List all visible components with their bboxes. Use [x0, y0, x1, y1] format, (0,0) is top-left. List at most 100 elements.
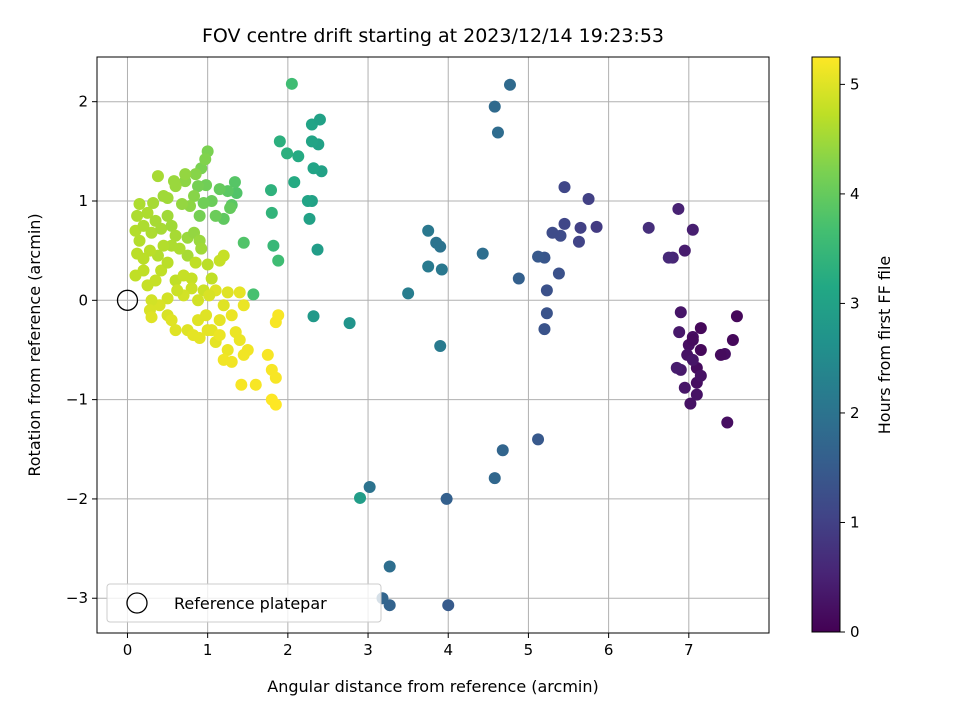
x-tick-label: 2 — [283, 641, 293, 659]
data-point — [538, 323, 551, 336]
data-point — [155, 264, 168, 277]
data-point — [311, 243, 324, 256]
data-point — [354, 491, 367, 504]
data-point — [131, 247, 144, 260]
data-point — [157, 190, 170, 203]
data-point — [694, 369, 707, 382]
data-point — [195, 242, 208, 255]
data-point — [189, 256, 202, 269]
colorbar-tick-label: 5 — [850, 75, 860, 93]
data-point — [133, 234, 146, 247]
data-point — [221, 343, 234, 356]
colorbar-tick-label: 2 — [850, 404, 860, 422]
data-point — [192, 180, 205, 193]
data-point — [434, 339, 447, 352]
data-point — [171, 284, 184, 297]
data-point — [265, 206, 278, 219]
data-point — [224, 201, 237, 214]
data-point — [237, 236, 250, 249]
data-point — [714, 348, 727, 361]
data-point — [213, 183, 226, 196]
data-point — [225, 355, 238, 368]
y-tick-label: −1 — [66, 391, 88, 409]
data-point — [247, 288, 260, 301]
x-tick-label: 4 — [443, 641, 453, 659]
y-tick-label: 2 — [78, 93, 88, 111]
data-point — [147, 196, 160, 209]
data-point — [193, 332, 206, 345]
data-point — [237, 348, 250, 361]
y-tick-label: −3 — [66, 589, 88, 607]
data-point — [225, 309, 238, 322]
data-point — [491, 126, 504, 139]
data-point — [288, 176, 301, 189]
x-tick-label: 7 — [684, 641, 694, 659]
data-point — [281, 147, 294, 160]
data-point — [209, 209, 222, 222]
data-point — [233, 286, 246, 299]
x-axis-label: Angular distance from reference (arcmin) — [267, 677, 598, 696]
data-point — [546, 226, 559, 239]
data-point — [313, 113, 326, 126]
data-point — [137, 264, 150, 277]
data-point — [233, 334, 246, 347]
x-tick-label: 6 — [604, 641, 614, 659]
data-point — [440, 492, 453, 505]
data-point — [133, 197, 146, 210]
data-point — [686, 223, 699, 236]
data-point — [730, 310, 743, 323]
data-point — [149, 274, 162, 287]
data-point — [265, 184, 278, 197]
data-point — [161, 256, 174, 269]
data-point — [435, 263, 448, 276]
data-point — [662, 251, 675, 264]
plot-frame — [96, 56, 770, 634]
colorbar-tick-label: 4 — [850, 185, 860, 203]
data-point — [249, 378, 262, 391]
y-tick-label: 1 — [78, 192, 88, 210]
x-tick-label: 1 — [203, 641, 213, 659]
data-point — [402, 287, 415, 300]
colorbar-ticks: 0 1 2 3 4 5 — [840, 75, 860, 641]
data-point — [590, 220, 603, 233]
data-point — [558, 181, 571, 194]
data-point — [228, 176, 241, 189]
data-point — [694, 343, 707, 356]
data-point — [188, 190, 201, 203]
data-point — [684, 397, 697, 410]
data-point — [151, 170, 164, 183]
data-point — [572, 235, 585, 248]
data-point — [674, 306, 687, 319]
data-point — [305, 135, 318, 148]
data-point — [552, 267, 565, 280]
data-point — [176, 197, 189, 210]
colorbar-tick-label: 3 — [850, 294, 860, 312]
data-point — [726, 334, 739, 347]
colorbar-tick-label: 1 — [850, 513, 860, 531]
data-point — [430, 236, 443, 249]
data-point — [301, 195, 314, 207]
data-point — [199, 153, 212, 166]
data-point — [143, 244, 156, 257]
data-point — [193, 209, 206, 222]
x-axis-ticks: 0 1 2 3 4 5 6 7 — [123, 633, 694, 659]
axes — [96, 56, 770, 634]
data-point — [686, 334, 699, 347]
data-point — [161, 209, 174, 222]
data-point — [292, 150, 305, 163]
data-point — [169, 229, 182, 242]
data-point — [582, 193, 595, 206]
data-point — [686, 353, 699, 366]
data-point — [673, 326, 686, 339]
data-point — [145, 226, 158, 239]
data-point — [422, 260, 435, 273]
data-point — [721, 416, 734, 429]
data-point — [678, 381, 691, 394]
data-point — [235, 378, 248, 391]
data-point — [273, 135, 286, 148]
data-point — [307, 310, 320, 323]
data-point — [201, 258, 214, 271]
data-point — [672, 202, 685, 215]
data-point — [185, 272, 198, 285]
data-point — [574, 221, 587, 234]
